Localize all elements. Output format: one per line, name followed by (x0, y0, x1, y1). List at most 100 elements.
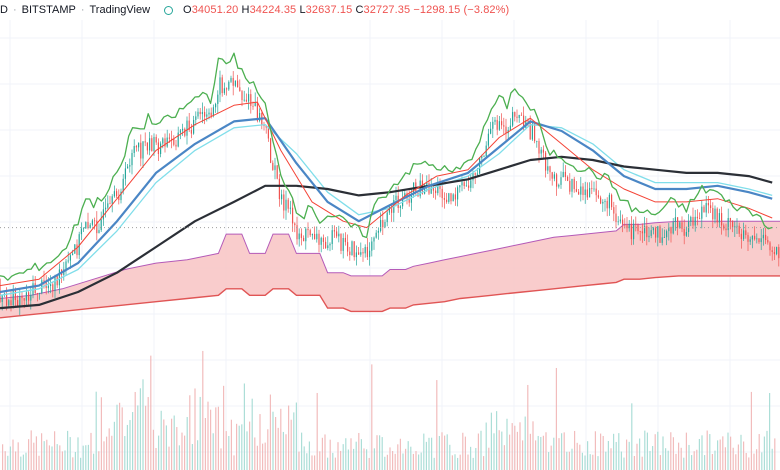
volume-bar (316, 392, 318, 470)
volume-bar (579, 444, 581, 470)
volume-bar (9, 446, 11, 470)
volume-bar (85, 445, 87, 470)
band-lower-line (0, 275, 780, 319)
candle-body (540, 149, 542, 154)
candle-body (256, 102, 258, 121)
candle-body (215, 103, 217, 108)
candle-body (67, 260, 69, 262)
volume-bar (215, 407, 217, 470)
candle-body (696, 216, 698, 219)
candle-body (776, 247, 778, 255)
market-status-icon[interactable] (164, 5, 174, 15)
volume-bar (394, 453, 396, 470)
volume-bar (82, 445, 84, 470)
volume-bar (116, 404, 118, 470)
candle-body (267, 127, 269, 139)
candle-body (36, 293, 38, 294)
candle-body (740, 233, 742, 240)
volume-bar (381, 437, 383, 470)
candle-body (239, 87, 241, 92)
volume-bar (358, 432, 360, 470)
candle-body (615, 213, 617, 223)
candle-body (212, 107, 214, 116)
volume-bar (256, 445, 258, 470)
candle-body (307, 228, 309, 231)
volume-bar (386, 454, 388, 470)
candle-body (331, 230, 333, 244)
candle-body (520, 114, 522, 116)
volume-bar (51, 446, 53, 470)
volume-bar (113, 421, 115, 470)
volume-bar (337, 442, 339, 470)
candle-body (149, 138, 151, 151)
volume-bar (251, 398, 253, 470)
volume-bar (436, 380, 438, 470)
volume-bar (202, 350, 204, 470)
volume-bar (329, 439, 331, 470)
volume-bar (532, 421, 534, 470)
volume-bar (680, 447, 682, 470)
volume-bar (293, 412, 295, 470)
volume-bar (262, 443, 264, 470)
candle-body (58, 269, 60, 286)
candle-body (118, 196, 120, 201)
separator-dot: · (12, 4, 17, 16)
volume-bar (139, 388, 141, 470)
volume-bar (212, 433, 214, 470)
candle-body (151, 138, 153, 152)
low-label: L (299, 4, 306, 16)
candle-body (551, 172, 553, 179)
volume-bar (758, 434, 760, 470)
close-label: C (355, 4, 364, 16)
volume-bar (368, 457, 370, 470)
volume-bar (46, 439, 48, 470)
candle-body (391, 206, 393, 213)
volume-bar (48, 445, 50, 470)
ohlc-values: O34051.20 H34224.35 L32637.15 C32727.35 … (183, 4, 509, 16)
candle-body (679, 222, 681, 228)
change-value: −1298.15 (−3.82%) (413, 4, 510, 16)
symbol-fragment[interactable]: D (0, 4, 8, 16)
volume-bar (519, 422, 521, 470)
candle-body (14, 289, 16, 301)
candle-body (50, 284, 52, 287)
candle-body (69, 255, 71, 261)
candle-body (47, 286, 49, 289)
candle-body (580, 186, 582, 195)
sma-long-line (0, 155, 773, 310)
candle-body (701, 206, 703, 219)
candle-body (611, 194, 613, 208)
candle-body (338, 233, 340, 237)
volume-bar (407, 441, 409, 470)
candle-body (681, 222, 683, 229)
volume-bar (106, 436, 108, 470)
volume-bar (267, 429, 269, 470)
candle-body (272, 162, 274, 170)
candle-body (217, 94, 219, 104)
candle-body (732, 220, 734, 228)
volume-bar (259, 414, 261, 470)
candle-body (589, 188, 591, 198)
candle-body (470, 180, 472, 188)
candle-body (419, 180, 421, 197)
separator-dot: · (80, 4, 85, 16)
volume-bar (615, 441, 617, 470)
candle-body (294, 223, 296, 226)
volume-bar (704, 455, 706, 470)
volume-bar (522, 440, 524, 470)
candle-body (347, 242, 349, 252)
candle-body (12, 289, 14, 305)
candle-body (219, 77, 221, 95)
volume-bar (311, 455, 313, 470)
candle-body (538, 141, 540, 154)
volume-bar (438, 435, 440, 470)
candle-body (353, 241, 355, 258)
volume-bar (332, 452, 334, 470)
candle-body (285, 199, 287, 211)
candle-body (668, 227, 670, 232)
candle-body (426, 182, 428, 186)
candle-body (305, 228, 307, 242)
volume-bar (618, 433, 620, 470)
volume-bar (527, 384, 529, 470)
